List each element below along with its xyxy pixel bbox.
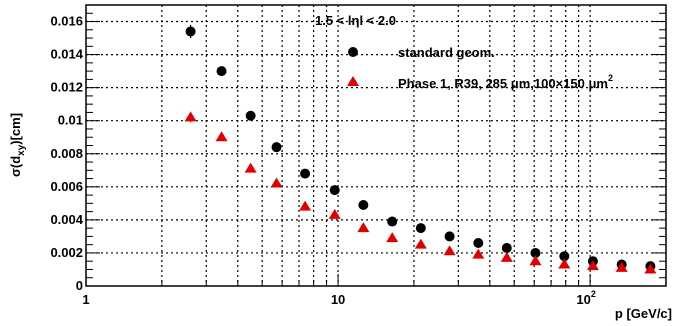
y-tick-label: 0 <box>76 278 83 293</box>
data-point-phase1 <box>443 245 456 256</box>
data-point-standard <box>444 231 455 242</box>
x-axis-title: p [GeV/c] <box>615 306 672 321</box>
legend-label-phase1-sup: 2 <box>608 73 613 83</box>
data-point-phase1 <box>270 177 283 188</box>
data-point-phase1 <box>644 263 657 274</box>
data-point-phase1 <box>472 248 485 259</box>
y-tick-label: 0.01 <box>58 113 83 128</box>
annotation-eta-range: 1.5 < lηl < 2.0 <box>315 13 396 28</box>
y-tick-label: 0.006 <box>50 179 83 194</box>
x-tick-label-100: 102 <box>576 289 595 307</box>
data-point-standard <box>300 168 311 179</box>
data-point-standard <box>501 242 512 253</box>
data-point-standard <box>245 110 256 121</box>
data-point-phase1 <box>586 260 599 271</box>
data-point-phase1 <box>386 232 399 243</box>
y-tick-label: 0.008 <box>50 146 83 161</box>
y-tick-label: 0.012 <box>50 80 83 95</box>
data-point-phase1 <box>500 251 513 262</box>
data-point-standard <box>329 185 340 196</box>
data-point-phase1 <box>184 111 197 122</box>
data-point-standard <box>387 216 398 227</box>
legend-marker-phase1 <box>347 76 359 86</box>
y-axis-title: σ(dxy)[cm] <box>8 113 27 177</box>
y-tick-label: 0.014 <box>50 47 83 62</box>
data-point-standard <box>358 200 369 211</box>
series-layer <box>184 24 657 274</box>
data-point-standard <box>185 26 196 37</box>
data-point-standard <box>559 251 570 262</box>
y-tick-label: 0.016 <box>50 14 83 29</box>
data-point-phase1 <box>414 238 427 249</box>
legend-label-phase1: Phase 1, R39, 285 μm,100×150 μm2 <box>398 73 613 91</box>
data-point-phase1 <box>529 255 542 266</box>
series-0 <box>185 24 656 272</box>
x-tick-label: 1 <box>82 292 89 307</box>
legend: 1.5 < lηl < 2.0 standard geom. Phase 1, … <box>315 13 613 91</box>
legend-marker-standard <box>348 47 358 57</box>
x-tick-label-100-exp: 2 <box>591 289 596 299</box>
data-point-phase1 <box>299 200 312 211</box>
plot-frame <box>85 4 667 287</box>
data-point-standard <box>530 247 541 258</box>
series-1 <box>184 111 657 274</box>
data-point-standard <box>415 223 426 234</box>
tick-labels: 0 0.002 0.004 0.006 0.008 0.01 0.012 0.014 0.016… <box>50 14 595 307</box>
x-tick-label-100-base: 10 <box>576 292 590 307</box>
x-tick-label: 10 <box>331 292 345 307</box>
grid <box>86 5 666 286</box>
legend-label-phase1-main: Phase 1, R39, 285 μm,100×150 μm <box>398 76 608 91</box>
data-point-phase1 <box>244 162 257 173</box>
data-point-standard <box>271 142 282 153</box>
data-point-phase1 <box>357 222 370 233</box>
y-tick-label: 0.002 <box>50 245 83 260</box>
data-point-standard <box>216 66 227 77</box>
data-point-phase1 <box>558 258 571 269</box>
data-point-phase1 <box>215 131 228 142</box>
legend-label-standard: standard geom. <box>398 45 495 60</box>
x-axis-title-group: p [GeV/c] <box>615 306 672 321</box>
data-point-phase1 <box>615 261 628 272</box>
y-tick-label: 0.004 <box>50 212 83 227</box>
y-axis-title-text: σ(dxy)[cm] <box>8 113 27 177</box>
data-point-standard <box>473 238 484 249</box>
data-point-phase1 <box>328 208 341 219</box>
